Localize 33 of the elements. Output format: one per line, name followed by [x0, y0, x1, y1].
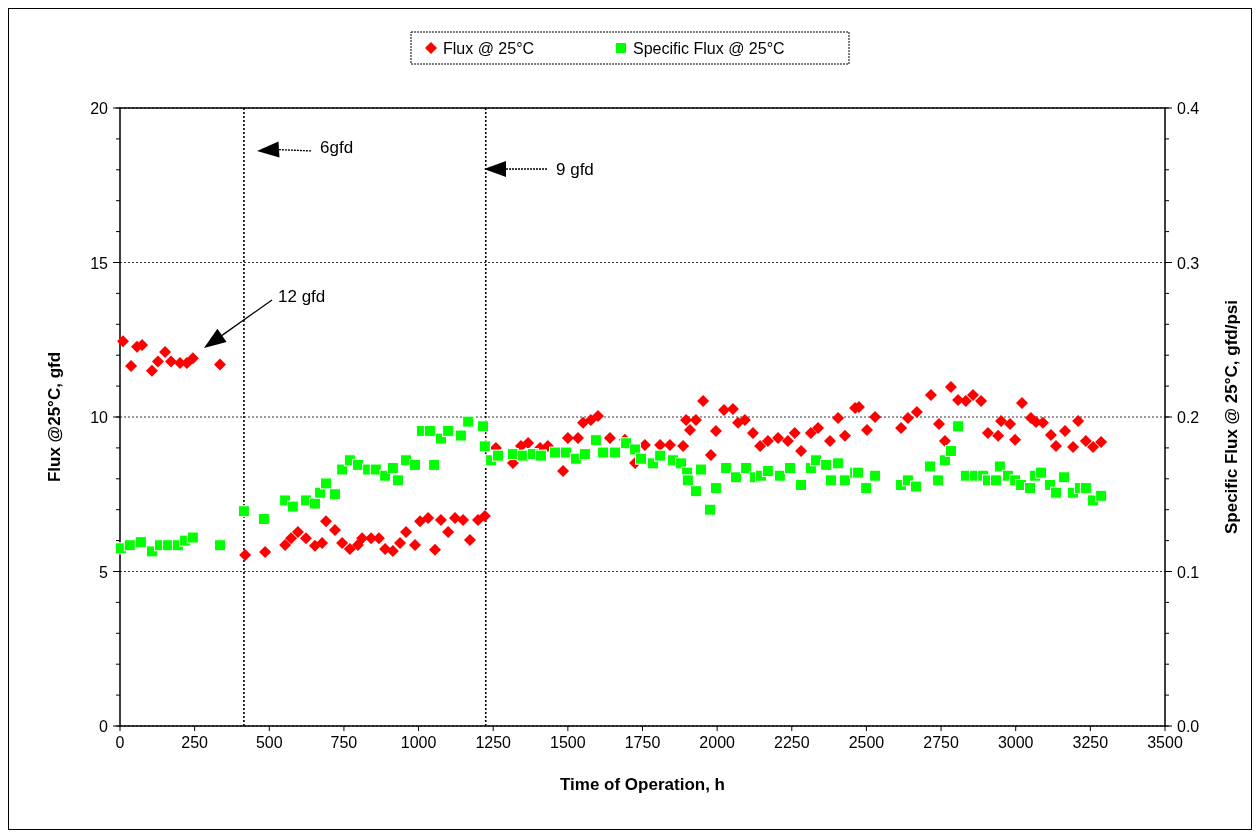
legend-label: Specific Flux @ 25°C	[633, 40, 785, 57]
y-tick-label: 10	[90, 409, 109, 426]
y2-tick-label: 0.3	[1177, 254, 1200, 272]
y-tick-label: 20	[90, 100, 109, 117]
legend-label: Flux @ 25°C	[443, 40, 535, 57]
annotation: 12 gfd	[278, 287, 326, 306]
x-tick-label: 2500	[848, 734, 885, 751]
y2-tick-label: 0.4	[1177, 100, 1200, 117]
x-tick-label: 2250	[773, 734, 810, 751]
y2-tick-label: 0.2	[1177, 409, 1200, 426]
y-tick-label: 5	[99, 563, 109, 581]
y2-tick-label: 0.1	[1177, 563, 1200, 581]
x-tick-label: 2750	[923, 734, 959, 751]
annotation: 6gfd	[320, 138, 354, 157]
x-tick-label: 3000	[997, 734, 1034, 751]
x-tick-label: 0	[115, 734, 125, 751]
y-tick-label: 15	[90, 254, 109, 272]
x-tick-label: 1250	[475, 734, 512, 751]
y2-tick-label: 0.0	[1177, 718, 1200, 735]
x-tick-label: 1500	[550, 734, 586, 751]
annotation: 9 gfd	[556, 160, 594, 179]
x-tick-label: 750	[330, 734, 358, 751]
y-axis-title: Flux @25°C, gfd	[45, 351, 64, 483]
y2-axis-title: Specific Flux @ 25°C, gfd/psi	[1222, 299, 1241, 535]
x-tick-label: 2000	[699, 734, 736, 751]
x-tick-label: 3500	[1147, 734, 1183, 751]
x-tick-label: 3250	[1072, 734, 1109, 751]
y-tick-label: 0	[99, 718, 109, 735]
x-tick-label: 1750	[624, 734, 661, 751]
x-tick-label: 250	[181, 734, 209, 751]
x-axis-title: Time of Operation, h	[560, 775, 725, 794]
x-tick-label: 500	[255, 734, 283, 751]
x-tick-label: 1000	[400, 734, 437, 751]
